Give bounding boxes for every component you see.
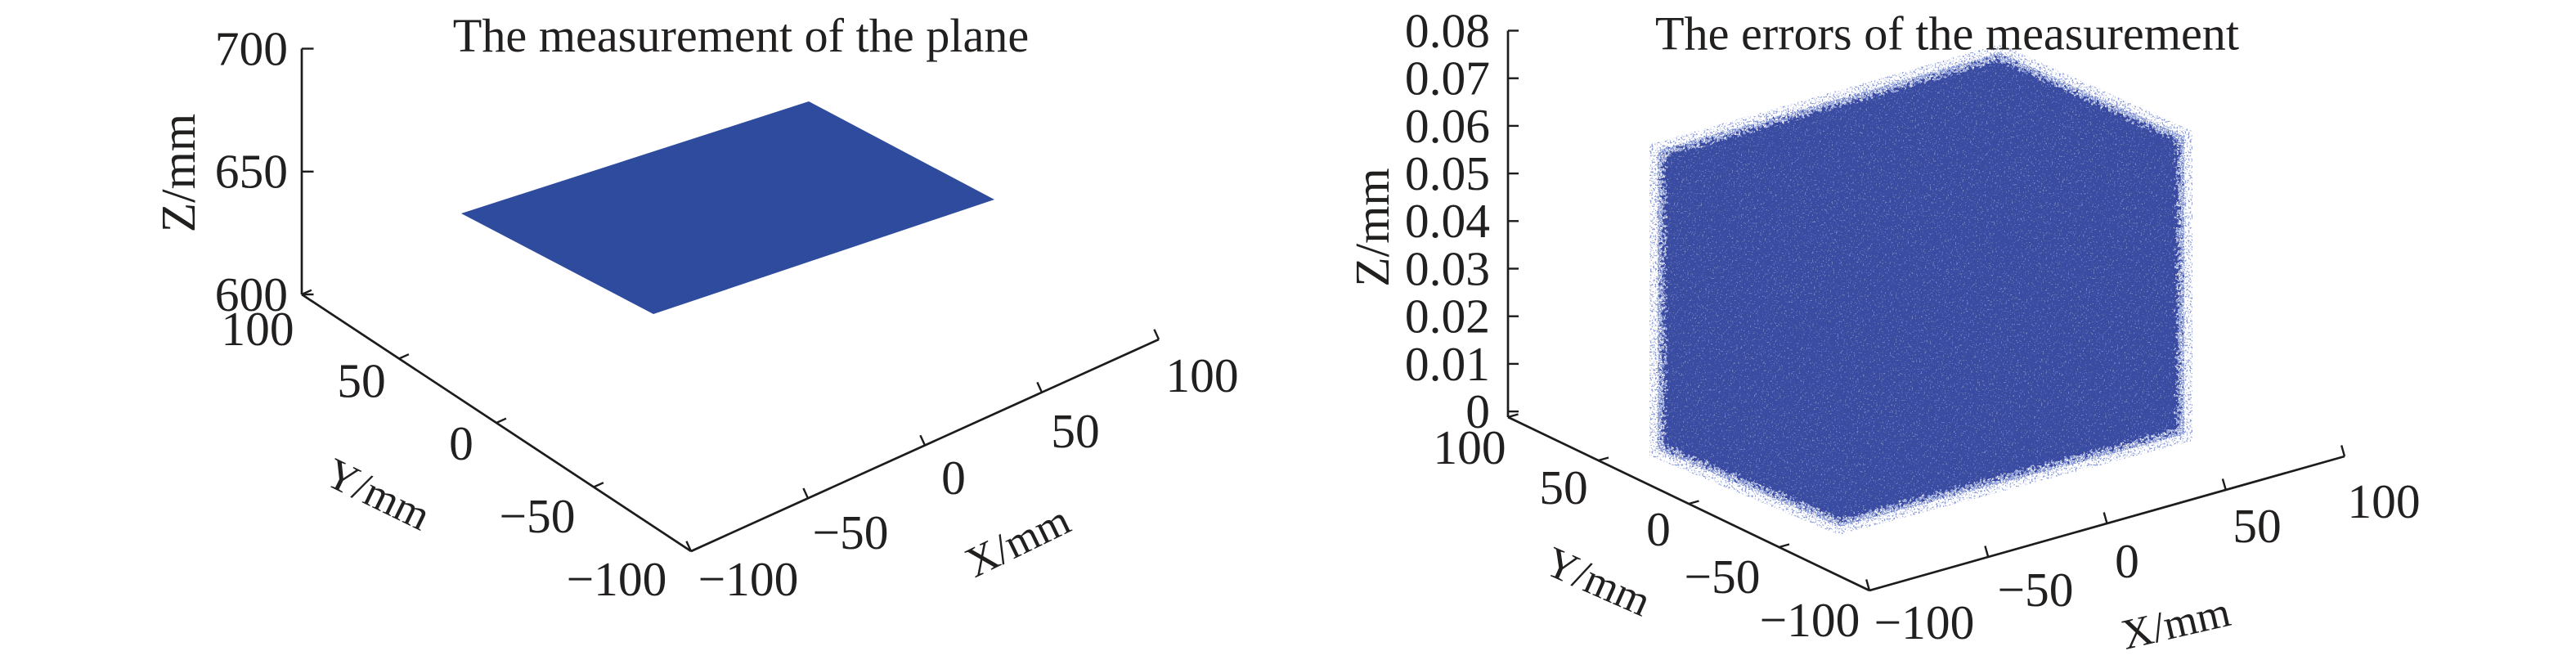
svg-text:0.01: 0.01 bbox=[1405, 337, 1490, 391]
svg-text:Z/mm: Z/mm bbox=[1345, 168, 1399, 286]
svg-text:−100: −100 bbox=[1760, 593, 1860, 647]
svg-text:−50: −50 bbox=[499, 489, 575, 543]
svg-text:0.07: 0.07 bbox=[1405, 52, 1490, 106]
svg-text:0: 0 bbox=[1465, 384, 1490, 438]
svg-text:−50: −50 bbox=[1684, 550, 1760, 604]
svg-text:0.05: 0.05 bbox=[1405, 146, 1490, 200]
svg-text:50: 50 bbox=[337, 353, 386, 407]
svg-text:The measurement of the plane: The measurement of the plane bbox=[453, 9, 1029, 62]
svg-text:0.03: 0.03 bbox=[1405, 241, 1490, 295]
svg-text:100: 100 bbox=[1433, 420, 1506, 474]
svg-text:100: 100 bbox=[221, 302, 294, 356]
svg-text:0: 0 bbox=[1646, 502, 1671, 556]
svg-text:−100: −100 bbox=[1874, 595, 1975, 649]
svg-text:−100: −100 bbox=[567, 552, 667, 606]
svg-text:600: 600 bbox=[215, 267, 288, 321]
svg-text:Z/mm: Z/mm bbox=[151, 114, 205, 232]
svg-text:0.02: 0.02 bbox=[1405, 290, 1490, 343]
svg-text:0.06: 0.06 bbox=[1405, 99, 1490, 153]
svg-text:The errors of the measurement: The errors of the measurement bbox=[1655, 7, 2239, 61]
svg-text:−100: −100 bbox=[698, 552, 799, 606]
svg-text:700: 700 bbox=[215, 21, 288, 75]
svg-text:50: 50 bbox=[1051, 404, 1100, 458]
svg-text:100: 100 bbox=[2347, 474, 2420, 528]
svg-text:650: 650 bbox=[215, 145, 288, 199]
svg-text:0: 0 bbox=[2115, 534, 2139, 588]
svg-text:0.04: 0.04 bbox=[1405, 194, 1490, 248]
svg-text:50: 50 bbox=[1539, 460, 1588, 514]
svg-text:100: 100 bbox=[1165, 348, 1238, 402]
svg-text:−50: −50 bbox=[1997, 563, 2073, 617]
svg-text:50: 50 bbox=[2233, 499, 2282, 553]
svg-text:0: 0 bbox=[941, 451, 966, 505]
svg-text:0: 0 bbox=[449, 416, 473, 470]
svg-text:−50: −50 bbox=[812, 505, 888, 559]
svg-text:0.08: 0.08 bbox=[1405, 3, 1490, 57]
